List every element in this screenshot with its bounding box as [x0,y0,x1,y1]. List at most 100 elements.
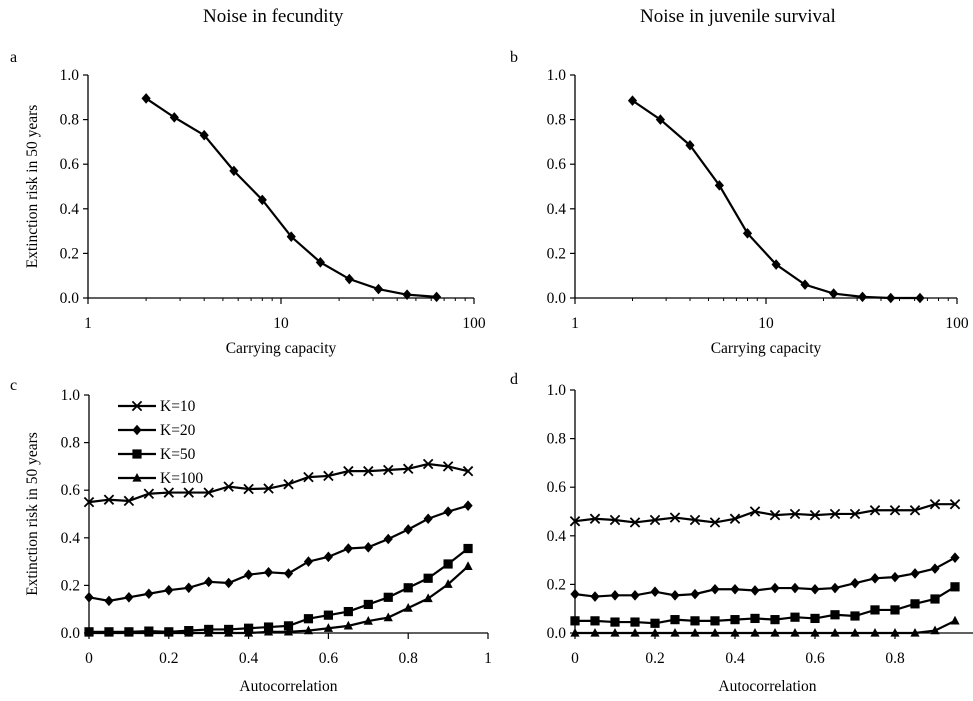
data-point [670,615,680,625]
data-point [363,465,374,477]
legend-label: K=20 [160,422,196,439]
x-tick-label: 100 [462,315,486,332]
data-point [462,465,474,477]
data-point [423,593,433,603]
x-tick-label: 0.6 [319,650,339,667]
y-tick-label: 1.0 [61,387,81,404]
data-point [630,627,640,637]
data-point [950,615,960,625]
data-point [144,588,154,600]
data-point [323,470,334,482]
data-point [890,571,900,583]
data-point [890,605,900,615]
data-point [915,292,925,304]
data-point [283,626,294,636]
data-point [790,627,800,637]
data-point [770,615,780,625]
data-point [870,573,880,584]
legend-marker [132,472,142,482]
data-point [590,627,600,637]
data-point [910,568,920,579]
data-point [610,590,620,601]
y-tick-label: 0.2 [60,245,79,262]
data-point [857,291,868,303]
data-point [422,458,434,470]
series-k50 [84,543,473,637]
data-point [790,582,800,594]
series-k100 [570,615,960,637]
data-point [104,627,114,637]
data-point [124,627,134,637]
y-tick-label: 0.4 [547,528,567,545]
data-point [463,561,473,571]
y-tick-label: 0.2 [547,245,566,262]
data-point [443,506,453,517]
x-tick-label: 0.6 [805,650,825,667]
data-point [463,500,473,511]
y-tick-label: 0.8 [547,431,567,448]
data-point [383,592,393,602]
x-axis-label: Carrying capacity [226,340,337,357]
data-point [650,586,660,597]
data-point [742,228,753,239]
data-point [243,483,254,495]
y-tick-label: 0.8 [547,112,567,129]
data-point [402,289,412,300]
legend-marker [132,449,142,459]
series-main [141,93,442,303]
data-point [849,508,861,520]
y-tick-label: 1.0 [60,67,80,84]
data-point [143,488,155,500]
column-title-fecundity: Noise in fecundity [203,6,344,27]
data-point [870,605,880,615]
x-tick-label: 0.4 [725,650,745,667]
legend-label: K=10 [160,398,196,415]
data-point [909,505,921,516]
y-tick-label: 0.0 [61,625,81,642]
data-point [627,95,638,106]
data-point [729,513,741,525]
data-point [203,487,214,498]
x-axis-label: Autocorrelation [239,678,337,695]
series-line [574,503,955,524]
x-tick-label: 0 [571,650,579,667]
data-point [690,616,700,626]
data-point [283,568,294,579]
y-tick-label: 1.0 [547,67,567,84]
data-point [403,583,413,593]
data-point [283,621,294,631]
data-point [670,627,680,637]
data-point [655,114,666,125]
data-point [886,292,896,304]
data-point [83,496,95,508]
data-point [649,514,661,526]
data-point [750,613,760,624]
data-point [950,582,960,592]
data-point [810,583,820,595]
y-tick-label: 0.6 [60,156,80,173]
data-point [790,612,800,622]
y-tick-label: 0.4 [61,530,81,547]
data-point [343,606,353,617]
y-tick-label: 0.6 [547,479,567,496]
data-point [770,627,780,637]
panel-b: b 0.0 0.2 0.4 0.6 0.8 1.0 1 10 100 Carrying capaci… [510,49,969,357]
series-line [575,619,956,635]
x-tick-label: 0 [85,650,93,667]
y-tick-label: 1.0 [547,382,567,399]
series-line [88,462,469,504]
data-point [403,524,413,535]
data-point [689,514,701,526]
x-tick-label: 1 [571,315,579,332]
data-point [730,583,740,595]
data-point [890,627,900,637]
series-k10 [83,458,474,508]
data-point [570,588,580,600]
data-point [829,288,839,299]
legend: K=10 K=20 K=50 K=100 [118,398,203,487]
data-point [104,595,114,607]
data-point [84,627,94,637]
panel-letter: b [510,49,518,66]
data-point [403,602,413,612]
data-point [870,627,880,637]
